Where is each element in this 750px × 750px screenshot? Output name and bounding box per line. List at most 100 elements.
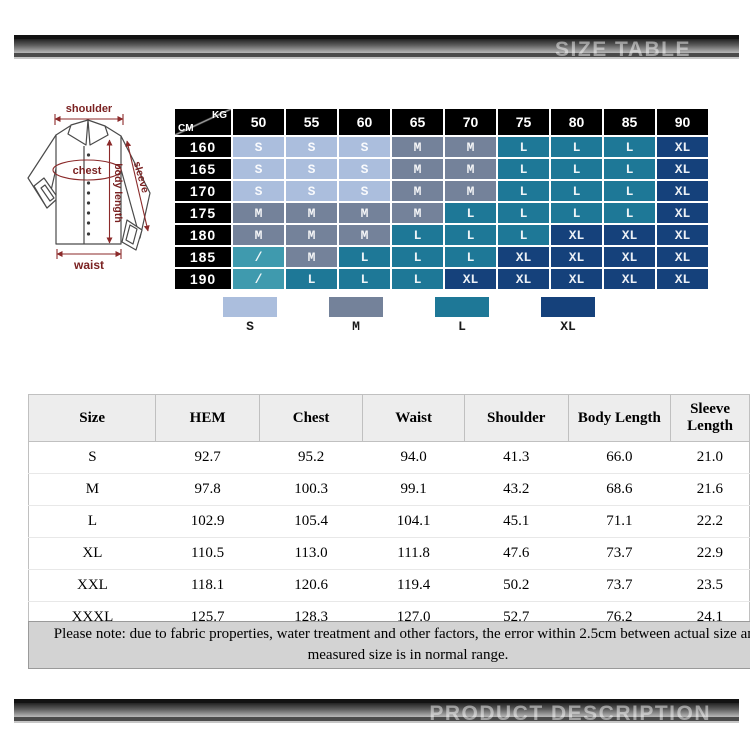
size-cell: L	[551, 181, 602, 201]
size-value-cell: 47.6	[464, 537, 569, 570]
product-description-header-bar: PRODUCT DESCRIPTION	[14, 699, 739, 725]
matrix-row: 190/L L L XL XL XL XL XL	[175, 269, 708, 289]
shirt-diagram: shoulder chest sleeve body length waist	[27, 103, 151, 272]
size-cell: S	[286, 159, 337, 179]
size-cell: M	[445, 181, 496, 201]
size-cell: M	[392, 159, 443, 179]
size-legend: S M L XL	[173, 297, 710, 341]
size-cell: S	[286, 181, 337, 201]
size-cell: XL	[604, 269, 655, 289]
size-cell: XL	[498, 269, 549, 289]
column-header: Body Length	[567, 394, 672, 442]
size-value-cell: 92.7	[155, 441, 260, 474]
weight-header-cell: 70	[445, 109, 496, 135]
corner-cm-label: CM	[178, 123, 194, 134]
size-row: XXL 118.1 120.6 119.4 50.2 73.7 23.5	[28, 569, 750, 602]
size-value-cell: 113.0	[259, 537, 363, 570]
height-header-cell: 170	[175, 181, 231, 201]
matrix-row: 170 S S S M M L L L XL	[175, 181, 708, 201]
size-cell: XL	[604, 225, 655, 245]
size-cell: L	[445, 225, 496, 245]
matrix-row: 175 M M M M L L L L XL	[175, 203, 708, 223]
height-header-cell: 190	[175, 269, 231, 289]
size-table-header-bar: SIZE TABLE	[14, 35, 739, 61]
legend-label: XL	[560, 319, 576, 334]
size-value-cell: 43.2	[464, 473, 569, 506]
legend-item: M	[329, 297, 383, 334]
column-header: Chest	[258, 394, 364, 442]
size-value-cell: 102.9	[155, 505, 260, 538]
size-cell: XL	[657, 225, 708, 245]
column-header: HEM	[155, 394, 260, 442]
size-row: XL 110.5 113.0 111.8 47.6 73.7 22.9	[28, 537, 750, 570]
size-cell: XL	[657, 181, 708, 201]
size-value-cell: 100.3	[259, 473, 363, 506]
measurement-table: Size HEM Chest Waist Shoulder Body Length Slee…	[27, 394, 750, 634]
legend-swatch	[329, 297, 383, 317]
size-cell: XL	[551, 269, 602, 289]
size-cell: XL	[551, 247, 602, 267]
shirt-outline	[27, 119, 151, 251]
legend-swatch	[435, 297, 489, 317]
size-cell: M	[233, 225, 284, 245]
size-value-cell: 50.2	[464, 569, 569, 602]
size-cell: S	[286, 137, 337, 157]
size-cell: XL	[445, 269, 496, 289]
chest-label: chest	[73, 165, 102, 177]
legend-item: L	[435, 297, 489, 334]
height-header-cell: 160	[175, 137, 231, 157]
size-cell: /	[233, 269, 284, 289]
measurement-table-body: S 92.7 95.2 94.0 41.3 66.0 21.0 M 97.8 100.3 99.1 4…	[28, 441, 750, 634]
size-cell: L	[498, 225, 549, 245]
size-value-cell: 97.8	[155, 473, 260, 506]
height-header-cell: 185	[175, 247, 231, 267]
size-cell: M	[392, 181, 443, 201]
size-cell: L	[339, 269, 390, 289]
size-value-cell: 120.6	[259, 569, 363, 602]
size-matrix: KG CM 50 55 60 65 70 75 80 85 90 160 S S S M M L L L XL 165 S S…	[173, 107, 710, 291]
legend-swatch	[223, 297, 277, 317]
matrix-row: 180 M M M L L L XL XL XL	[175, 225, 708, 245]
size-cell: M	[445, 137, 496, 157]
column-header: Waist	[362, 394, 465, 442]
size-cell: L	[498, 137, 549, 157]
height-header-cell: 165	[175, 159, 231, 179]
size-cell: S	[339, 137, 390, 157]
corner-kg-label: KG	[212, 110, 227, 121]
size-value-cell: XL	[28, 537, 156, 570]
size-cell: S	[233, 181, 284, 201]
size-cell: XL	[657, 159, 708, 179]
size-cell: M	[286, 225, 337, 245]
size-cell: L	[604, 159, 655, 179]
size-value-cell: 73.7	[568, 569, 671, 602]
size-cell: L	[551, 203, 602, 223]
size-value-cell: 68.6	[568, 473, 671, 506]
size-cell: M	[445, 159, 496, 179]
size-cell: XL	[657, 137, 708, 157]
size-value-cell: 99.1	[362, 473, 465, 506]
size-value-cell: S	[28, 441, 156, 474]
weight-header-cell: 75	[498, 109, 549, 135]
size-cell: L	[392, 269, 443, 289]
column-header: Shoulder	[463, 394, 569, 442]
size-cell: L	[339, 247, 390, 267]
weight-header-cell: 50	[233, 109, 284, 135]
size-value-cell: 21.0	[670, 441, 750, 474]
size-cell: L	[445, 203, 496, 223]
matrix-corner-cell: KG CM	[175, 109, 231, 135]
size-cell: XL	[657, 269, 708, 289]
size-value-cell: 71.1	[568, 505, 671, 538]
size-value-cell: 23.5	[670, 569, 750, 602]
size-cell: M	[286, 247, 337, 267]
size-value-cell: 21.6	[670, 473, 750, 506]
size-cell: L	[498, 181, 549, 201]
weight-header-cell: 65	[392, 109, 443, 135]
height-header-cell: 180	[175, 225, 231, 245]
size-value-cell: 111.8	[362, 537, 465, 570]
size-table-title: SIZE TABLE	[555, 38, 691, 61]
size-value-cell: 66.0	[568, 441, 671, 474]
size-row: S 92.7 95.2 94.0 41.3 66.0 21.0	[28, 441, 750, 474]
column-header: Sleeve Length	[670, 394, 750, 442]
legend-label: S	[246, 319, 254, 334]
column-header: Size	[27, 394, 157, 442]
